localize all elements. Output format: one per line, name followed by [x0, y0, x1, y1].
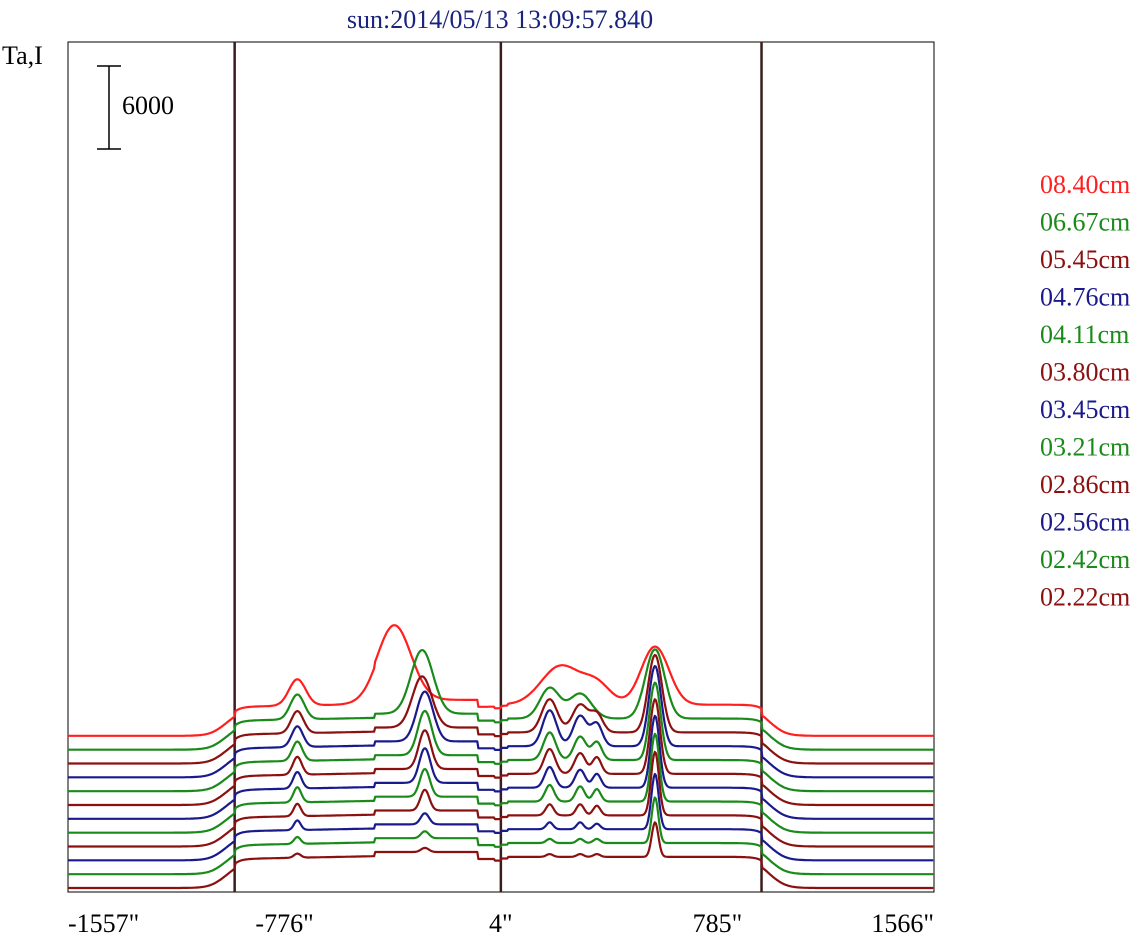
series-line-03-80cm — [68, 698, 934, 807]
scale-bar-label: 6000 — [122, 91, 174, 120]
series-line-02-22cm — [68, 821, 934, 890]
legend-item: 02.42cm — [1040, 545, 1130, 574]
series-line-03-21cm — [68, 732, 934, 834]
series-line-04-11cm — [68, 681, 934, 793]
legend-item: 04.11cm — [1040, 320, 1129, 349]
legend-item: 03.21cm — [1040, 433, 1130, 462]
x-tick-label: 1566" — [871, 909, 934, 938]
y-axis-label: Ta,I — [2, 41, 43, 70]
legend-item: 02.86cm — [1040, 470, 1130, 499]
legend-item: 03.45cm — [1040, 395, 1130, 424]
series-line-03-45cm — [68, 714, 934, 820]
legend-item: 02.56cm — [1040, 508, 1130, 537]
chart-title: sun:2014/05/13 13:09:57.840 — [347, 5, 653, 34]
series-line-02-56cm — [68, 772, 934, 862]
series-line-02-42cm — [68, 796, 934, 876]
legend-item: 02.22cm — [1040, 583, 1130, 612]
legend: 08.40cm 06.67cm 05.45cm 04.76cm 04.11cm 03.80… — [1040, 170, 1130, 612]
x-tick-label: 785" — [693, 909, 743, 938]
series-line-05-45cm — [68, 653, 934, 765]
series-line-02-86cm — [68, 750, 934, 848]
x-tick-label: 4" — [489, 909, 513, 938]
series-line-08-40cm — [68, 624, 934, 737]
legend-item: 04.76cm — [1040, 283, 1130, 312]
x-tick-label: -776" — [255, 909, 313, 938]
legend-item: 08.40cm — [1040, 170, 1130, 199]
legend-item: 06.67cm — [1040, 208, 1130, 237]
series-lines — [68, 624, 934, 890]
legend-item: 05.45cm — [1040, 245, 1130, 274]
series-line-06-67cm — [68, 648, 934, 751]
x-tick-label: -1557" — [68, 909, 139, 938]
legend-item: 03.80cm — [1040, 358, 1130, 387]
x-axis-ticks: -1557" -776" 4" 785" 1566" — [68, 909, 934, 938]
scale-bar: 6000 — [97, 65, 174, 150]
series-line-04-76cm — [68, 665, 934, 779]
